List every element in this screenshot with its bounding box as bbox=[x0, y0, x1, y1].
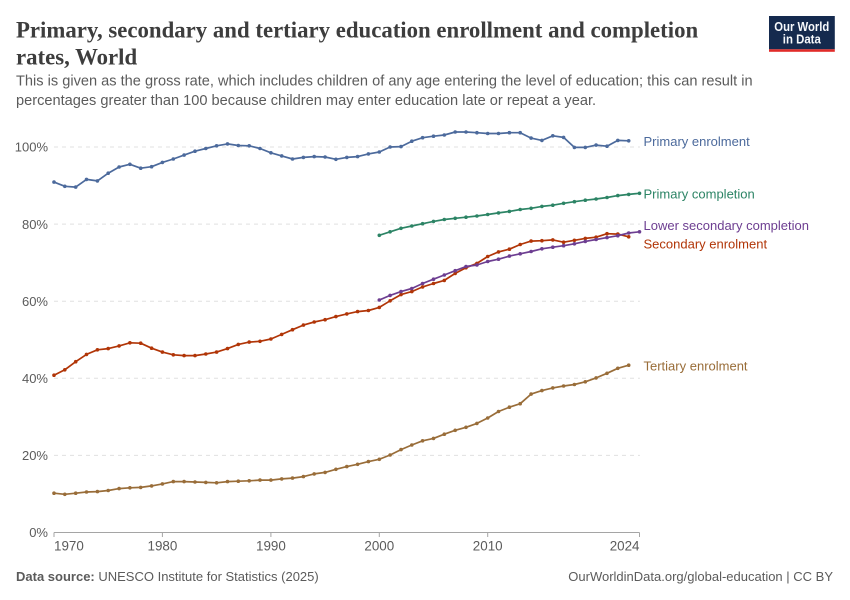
svg-text:percentages greater than 100 b: percentages greater than 100 because chi… bbox=[16, 93, 596, 109]
svg-text:1980: 1980 bbox=[148, 538, 178, 553]
svg-text:1990: 1990 bbox=[256, 538, 286, 553]
svg-text:2010: 2010 bbox=[473, 538, 503, 553]
svg-text:Tertiary enrolment: Tertiary enrolment bbox=[644, 359, 748, 374]
svg-text:Primary, secondary and tertiar: Primary, secondary and tertiary educatio… bbox=[16, 18, 698, 43]
svg-text:0%: 0% bbox=[29, 525, 48, 540]
svg-text:60%: 60% bbox=[22, 294, 48, 309]
svg-text:in Data: in Data bbox=[783, 31, 822, 46]
svg-text:Data source: UNESCO Institute: Data source: UNESCO Institute for Statis… bbox=[16, 569, 319, 584]
svg-text:Our World: Our World bbox=[774, 19, 829, 34]
svg-text:Lower secondary completion: Lower secondary completion bbox=[644, 218, 809, 233]
svg-text:20%: 20% bbox=[22, 448, 48, 463]
svg-text:1970: 1970 bbox=[54, 538, 84, 553]
svg-text:2000: 2000 bbox=[364, 538, 394, 553]
svg-text:rates, World: rates, World bbox=[16, 44, 137, 69]
svg-text:80%: 80% bbox=[22, 217, 48, 232]
svg-text:This is given as the gross rat: This is given as the gross rate, which i… bbox=[16, 74, 753, 90]
svg-text:Primary completion: Primary completion bbox=[644, 187, 755, 202]
svg-text:Primary enrolment: Primary enrolment bbox=[644, 134, 751, 149]
svg-text:Secondary enrolment: Secondary enrolment bbox=[644, 236, 768, 251]
svg-text:100%: 100% bbox=[15, 140, 49, 155]
svg-text:2024: 2024 bbox=[610, 538, 640, 553]
svg-text:OurWorldinData.org/global-educ: OurWorldinData.org/global-education | CC… bbox=[568, 569, 833, 584]
svg-text:40%: 40% bbox=[22, 371, 48, 386]
